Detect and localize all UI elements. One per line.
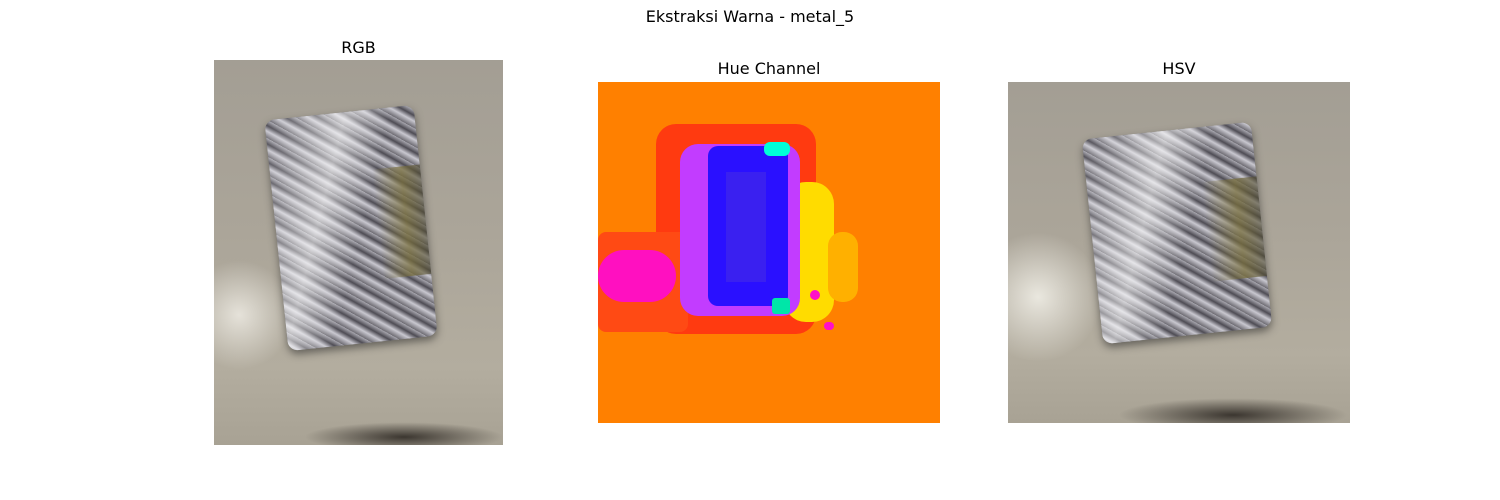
foil-package: [1081, 121, 1273, 345]
floor-shadow: [304, 422, 503, 445]
hue-speck-cyan-top: [764, 142, 790, 156]
hue-region-blue-mid: [726, 172, 766, 282]
hsv-image: [1008, 82, 1350, 423]
rgb-image: [214, 60, 503, 445]
foil-package: [264, 104, 438, 352]
floor-shadow: [1118, 398, 1348, 423]
panel-title-rgb: RGB: [341, 38, 376, 57]
panel-title-hue: Hue Channel: [717, 59, 821, 78]
hue-region-yellow-2: [828, 232, 858, 302]
hue-speck-cyan-bottom: [772, 298, 790, 314]
hue-speck-magenta: [810, 290, 820, 300]
hue-speck-magenta-2: [824, 322, 834, 330]
hue-channel-image: [598, 82, 940, 423]
hue-region-magenta: [598, 250, 676, 302]
panel-title-hsv: HSV: [1162, 59, 1196, 78]
floor-glare: [1008, 232, 1103, 362]
figure-title: Ekstraksi Warna - metal_5: [645, 7, 855, 26]
